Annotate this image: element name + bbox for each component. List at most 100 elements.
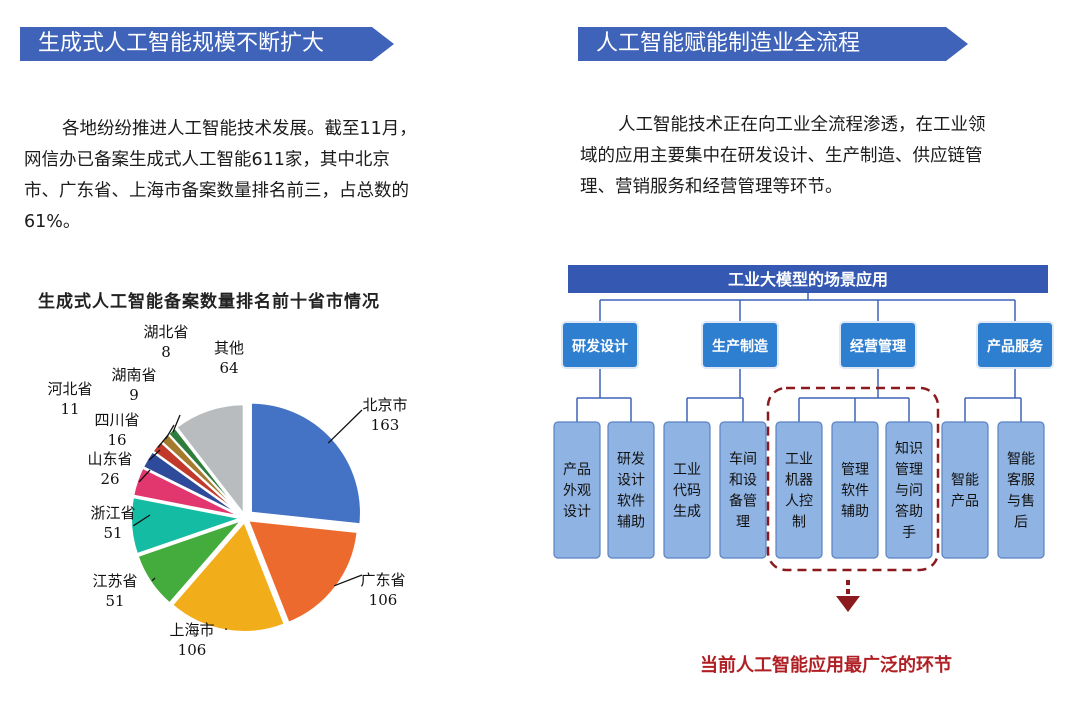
diagram-leaf-label: 外观 <box>563 483 591 499</box>
diagram-category-box <box>561 321 639 369</box>
diagram-leaf-label: 代码 <box>673 483 701 499</box>
diagram-category-label: 生产制造 <box>712 338 768 355</box>
pie-slice-value: 106 <box>369 591 398 609</box>
diagram-leaf-label: 设计 <box>617 473 645 489</box>
pie-leader-line <box>327 409 363 444</box>
pie-leader-line <box>151 577 156 582</box>
pie-slice-value: 51 <box>103 524 122 542</box>
diagram-leaf-box <box>831 421 879 559</box>
left-paragraph-line: 市、广东省、上海市备案数量排名前三，占总数的 <box>24 181 409 201</box>
pie-leader-line <box>132 514 151 527</box>
right-paragraph-line: 域的应用主要集中在研发设计、生产制造、供应链管 <box>580 146 983 166</box>
pie-slice-value: 26 <box>100 470 119 488</box>
pie-slice-value: 16 <box>107 431 126 449</box>
pie-slice-label: 浙江省 <box>90 504 135 522</box>
pie-slice-label: 广东省 <box>360 571 405 589</box>
diagram-leaf-label: 答助 <box>895 503 923 520</box>
pie-slice-label: 其他 <box>214 339 244 357</box>
pie-chart: 北京市 163 广东省 106 上海市 106 江苏省 51 浙江省 51 山东省 26 四川省 16 河北… <box>47 323 407 659</box>
diagram-category-box <box>839 321 917 369</box>
section-banner-left: 生成式人工智能规模不断扩大 <box>20 27 394 61</box>
pie-slice-value: 64 <box>219 359 238 377</box>
left-paragraph: 各地纷纷推进人工智能技术发展。截至11月， 网信办已备案生成式人工智能611家，… <box>24 114 494 238</box>
left-paragraph-line: 61%。 <box>24 212 81 232</box>
right-paragraph-line: 人工智能技术正在向工业全流程渗透，在工业领 <box>618 115 986 135</box>
pie-slice-label: 江苏省 <box>92 572 137 590</box>
diagram-leaf-label: 知识 <box>895 440 923 457</box>
diagram-category-label: 产品服务 <box>987 338 1044 355</box>
pie-slice <box>136 518 245 605</box>
pie-slice-label: 湖北省 <box>143 323 188 341</box>
diagram-leaf-label: 软件 <box>841 483 869 499</box>
diagram-leaf-label: 与问 <box>895 483 923 499</box>
diagram-leaf-label: 产品 <box>951 494 979 510</box>
diagram-leaf-label: 设计 <box>563 504 591 520</box>
diagram-leaf-label: 理 <box>736 515 750 531</box>
diagram-category-label: 研发设计 <box>572 338 628 355</box>
diagram-leaf-label: 管理 <box>895 462 923 478</box>
pie-slice-label: 湖南省 <box>111 366 156 384</box>
diagram-leaf-label: 工业 <box>673 462 701 478</box>
right-paragraph-line: 理、营销服务和经营管理等环节。 <box>580 177 843 197</box>
diagram-leaf-label: 辅助 <box>841 504 869 520</box>
pie-slice <box>249 401 362 526</box>
diagram-leaf-box <box>885 421 933 559</box>
pie-slice-value: 163 <box>371 416 400 434</box>
pie-chart-title: 生成式人工智能备案数量排名前十省市情况 <box>38 292 380 312</box>
diagram-category-box <box>976 321 1054 369</box>
pie-slice-label: 山东省 <box>87 450 132 468</box>
diagram-leaf-label: 与售 <box>1007 494 1035 510</box>
diagram-leaf-box <box>941 421 989 559</box>
diagram-leaf-box <box>607 421 655 559</box>
diagram-leaf-box <box>997 421 1045 559</box>
pie-leader-line <box>172 414 181 433</box>
pie-slice-value: 51 <box>105 592 124 610</box>
pie-slice-value: 9 <box>129 386 139 404</box>
diagram-leaf-label: 备管 <box>729 493 757 510</box>
pie-leader-line <box>138 469 151 483</box>
diagram-leaf-label: 辅助 <box>617 515 645 531</box>
diagram-top-bar <box>568 265 1048 293</box>
pie-leader-line <box>148 449 161 461</box>
diagram-leaf-box <box>553 421 601 559</box>
pie-slice-value: 8 <box>161 343 171 361</box>
left-paragraph-line: 各地纷纷推进人工智能技术发展。截至11月， <box>62 119 417 139</box>
pie-slice-label: 河北省 <box>47 380 92 398</box>
diagram-leaf-label: 后 <box>1014 515 1028 531</box>
diagram-leaf-label: 智能 <box>1007 452 1035 468</box>
diagram-leaf-label: 人控 <box>785 494 813 510</box>
diagram-top-label: 工业大模型的场景应用 <box>728 270 888 289</box>
diagram-leaf-box <box>719 421 767 559</box>
diagram-leaf-label: 软件 <box>617 494 645 510</box>
pie-leader-line <box>333 574 363 587</box>
right-paragraph: 人工智能技术正在向工业全流程渗透，在工业领 域的应用主要集中在研发设计、生产制造… <box>580 110 1070 203</box>
diagram-leaf-box <box>775 421 823 559</box>
left-paragraph-line: 网信办已备案生成式人工智能611家，其中北京 <box>24 150 390 170</box>
diagram-category-box <box>701 321 779 369</box>
diagram-leaf-box <box>663 421 711 559</box>
diagram-leaf-label: 手 <box>902 525 916 541</box>
pie-slice-label: 上海市 <box>169 621 214 639</box>
pie-slice-value: 11 <box>60 400 79 418</box>
highlight-dashed-frame <box>766 386 940 572</box>
diagram-leaf-label: 智能 <box>951 473 979 489</box>
diagram-leaf-label: 车间 <box>729 451 757 468</box>
callout-text: 当前人工智能应用最广泛的环节 <box>700 655 952 676</box>
diagram-leaf-label: 制 <box>792 515 806 531</box>
diagram-leaf-label: 客服 <box>1007 472 1035 489</box>
diagram-category-label: 经营管理 <box>850 338 906 355</box>
section-banner-right: 人工智能赋能制造业全流程 <box>578 27 968 61</box>
pie-slice-label: 北京市 <box>362 396 407 414</box>
arrow-down-icon <box>836 596 860 612</box>
diagram-leaf-label: 产品 <box>563 462 591 478</box>
diagram-leaf-label: 和设 <box>729 473 757 489</box>
pie-slice-value: 106 <box>178 641 207 659</box>
pie-slice <box>170 520 286 633</box>
diagram-leaf-label: 机器 <box>785 473 813 489</box>
pie-slice <box>246 519 359 625</box>
diagram-leaf-label: 生成 <box>673 504 701 520</box>
pie-leader-line <box>165 424 175 440</box>
diagram-leaf-label: 管理 <box>841 462 869 478</box>
diagram-leaf-label: 研发 <box>617 452 645 468</box>
